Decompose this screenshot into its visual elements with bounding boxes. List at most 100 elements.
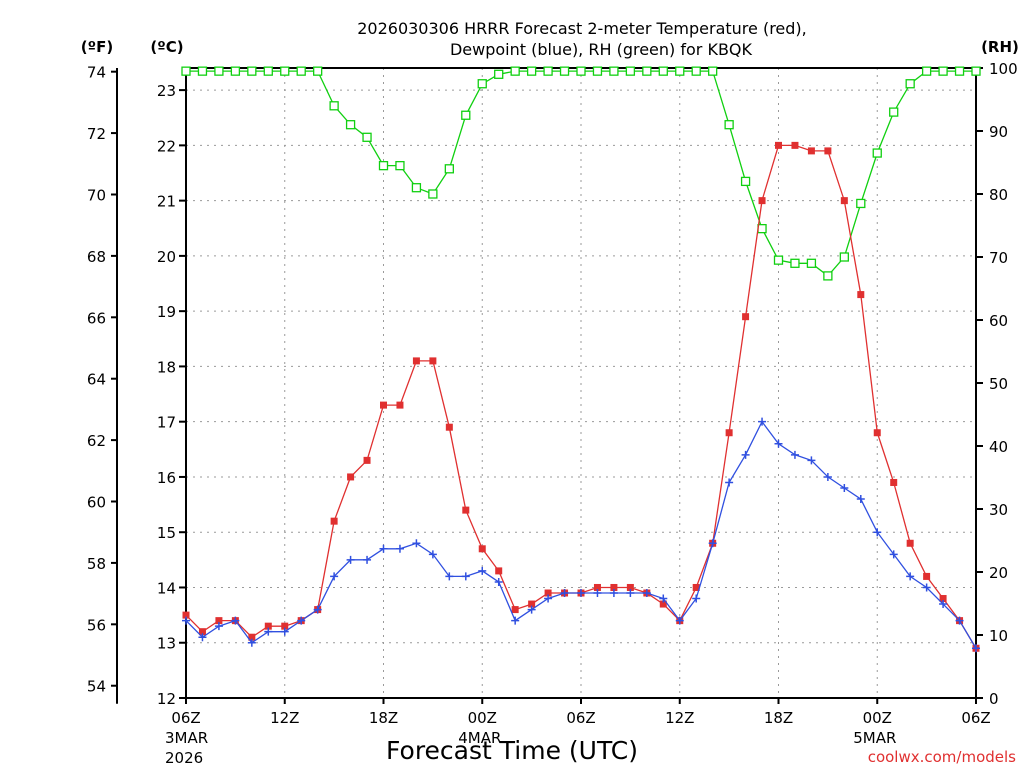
rh-point [971, 66, 981, 76]
dewpoint-point [560, 589, 569, 597]
celsius-tick-label: 13 [157, 635, 176, 653]
rh-point [938, 66, 948, 76]
chart-title-line-2: Dewpoint (blue), RH (green) for KBQK [450, 40, 753, 59]
temperature-point [659, 600, 667, 608]
dewpoint-point [494, 577, 503, 586]
rh-series [181, 66, 981, 281]
rh-point [609, 66, 619, 76]
rh-point [543, 66, 553, 76]
temperature-point [857, 291, 865, 299]
dewpoint-point [428, 550, 437, 559]
axes [111, 67, 983, 704]
dewpoint-point [198, 633, 207, 642]
rh-point [625, 66, 636, 76]
temperature-point [215, 617, 223, 625]
temperature-point [593, 583, 601, 591]
dewpoint-point [922, 583, 931, 592]
dewpoint-point [692, 594, 701, 603]
fahrenheit-tick-label: 70 [87, 186, 106, 204]
temperature-point [873, 429, 881, 437]
x-date-label: 4MAR [458, 729, 501, 747]
dewpoint-point [461, 572, 470, 581]
temperature-point [890, 478, 898, 486]
rh-point [856, 198, 866, 209]
chart-title-line-1: 2026030306 HRRR Forecast 2-meter Tempera… [357, 19, 807, 38]
dewpoint-point [280, 627, 289, 636]
fahrenheit-tick-label: 66 [87, 309, 106, 327]
temperature-point [380, 401, 387, 409]
celsius-tick-label: 19 [157, 303, 176, 321]
rh-point [263, 66, 273, 76]
x-tick-label: 12Z [665, 709, 694, 727]
rh-tick-label: 10 [989, 627, 1008, 645]
rh-point [658, 66, 668, 76]
celsius-tick-label: 16 [157, 469, 176, 487]
celsius-tick-label: 17 [157, 414, 176, 432]
dewpoint-point [593, 589, 602, 597]
rh-tick-label: 90 [989, 123, 1008, 141]
temperature-point [626, 583, 634, 591]
rh-point [477, 79, 487, 89]
rh-point [345, 120, 356, 130]
rh-point [559, 66, 570, 76]
temperature-point [248, 633, 256, 641]
source-credit: coolwx.com/models [868, 748, 1016, 766]
x-date-label: 3MAR [165, 729, 208, 747]
temperature-point [791, 141, 799, 149]
rh-point [494, 69, 504, 79]
temperature-point [692, 583, 700, 591]
dewpoint-point [955, 616, 964, 625]
rh-point [526, 66, 537, 76]
temperature-point [347, 473, 355, 481]
dewpoint-point [264, 627, 273, 636]
temperature-point [758, 197, 766, 205]
dewpoint-point [363, 555, 372, 564]
temperature-point [478, 545, 486, 553]
rh-tick-label: 50 [989, 375, 1008, 393]
dewpoint-point [626, 589, 635, 597]
temperature-point [495, 567, 503, 575]
temperature-point [363, 456, 371, 464]
gridlines [186, 68, 976, 698]
dewpoint-point [741, 450, 750, 459]
rh-point [280, 66, 290, 76]
celsius-tick-label: 12 [157, 690, 176, 708]
celsius-tick-label: 21 [157, 193, 176, 211]
rh-point [461, 110, 471, 120]
fahrenheit-tick-label: 72 [87, 125, 106, 143]
rh-point [642, 66, 652, 76]
dewpoint-point [297, 616, 306, 625]
celsius-tick-label: 14 [157, 579, 176, 597]
temperature-point [528, 600, 536, 608]
dewpoint-point [445, 572, 454, 581]
temperature-point [807, 147, 815, 155]
dewpoint-point [182, 616, 190, 625]
rh-tick-label: 60 [989, 312, 1008, 330]
x-tick-label: 06Z [566, 709, 595, 727]
dewpoint-point [725, 478, 734, 487]
x-tick-label: 06Z [171, 709, 200, 727]
rh-point [675, 66, 685, 76]
rh-point [197, 66, 208, 76]
x-tick-label: 12Z [270, 709, 299, 727]
rh-point [329, 101, 339, 111]
rh-point [296, 66, 306, 76]
temperature-point [906, 539, 914, 547]
rh-point [954, 66, 965, 76]
dewpoint-point [889, 550, 898, 559]
fahrenheit-tick-label: 60 [87, 494, 106, 512]
temperature-point [544, 589, 552, 597]
dewpoint-point [511, 616, 520, 625]
temperature-point [412, 357, 420, 365]
dewpoint-point [790, 450, 799, 459]
rh-point [823, 271, 833, 281]
temperature-point [198, 628, 206, 636]
rh-point [428, 189, 438, 199]
dewpoint-point [906, 572, 915, 581]
dewpoint-point [807, 456, 816, 465]
rh-point [181, 66, 191, 76]
x-tick-label: 18Z [369, 709, 398, 727]
x-tick-label: 06Z [961, 709, 990, 727]
rh-point [806, 258, 817, 268]
temperature-point [742, 313, 750, 321]
